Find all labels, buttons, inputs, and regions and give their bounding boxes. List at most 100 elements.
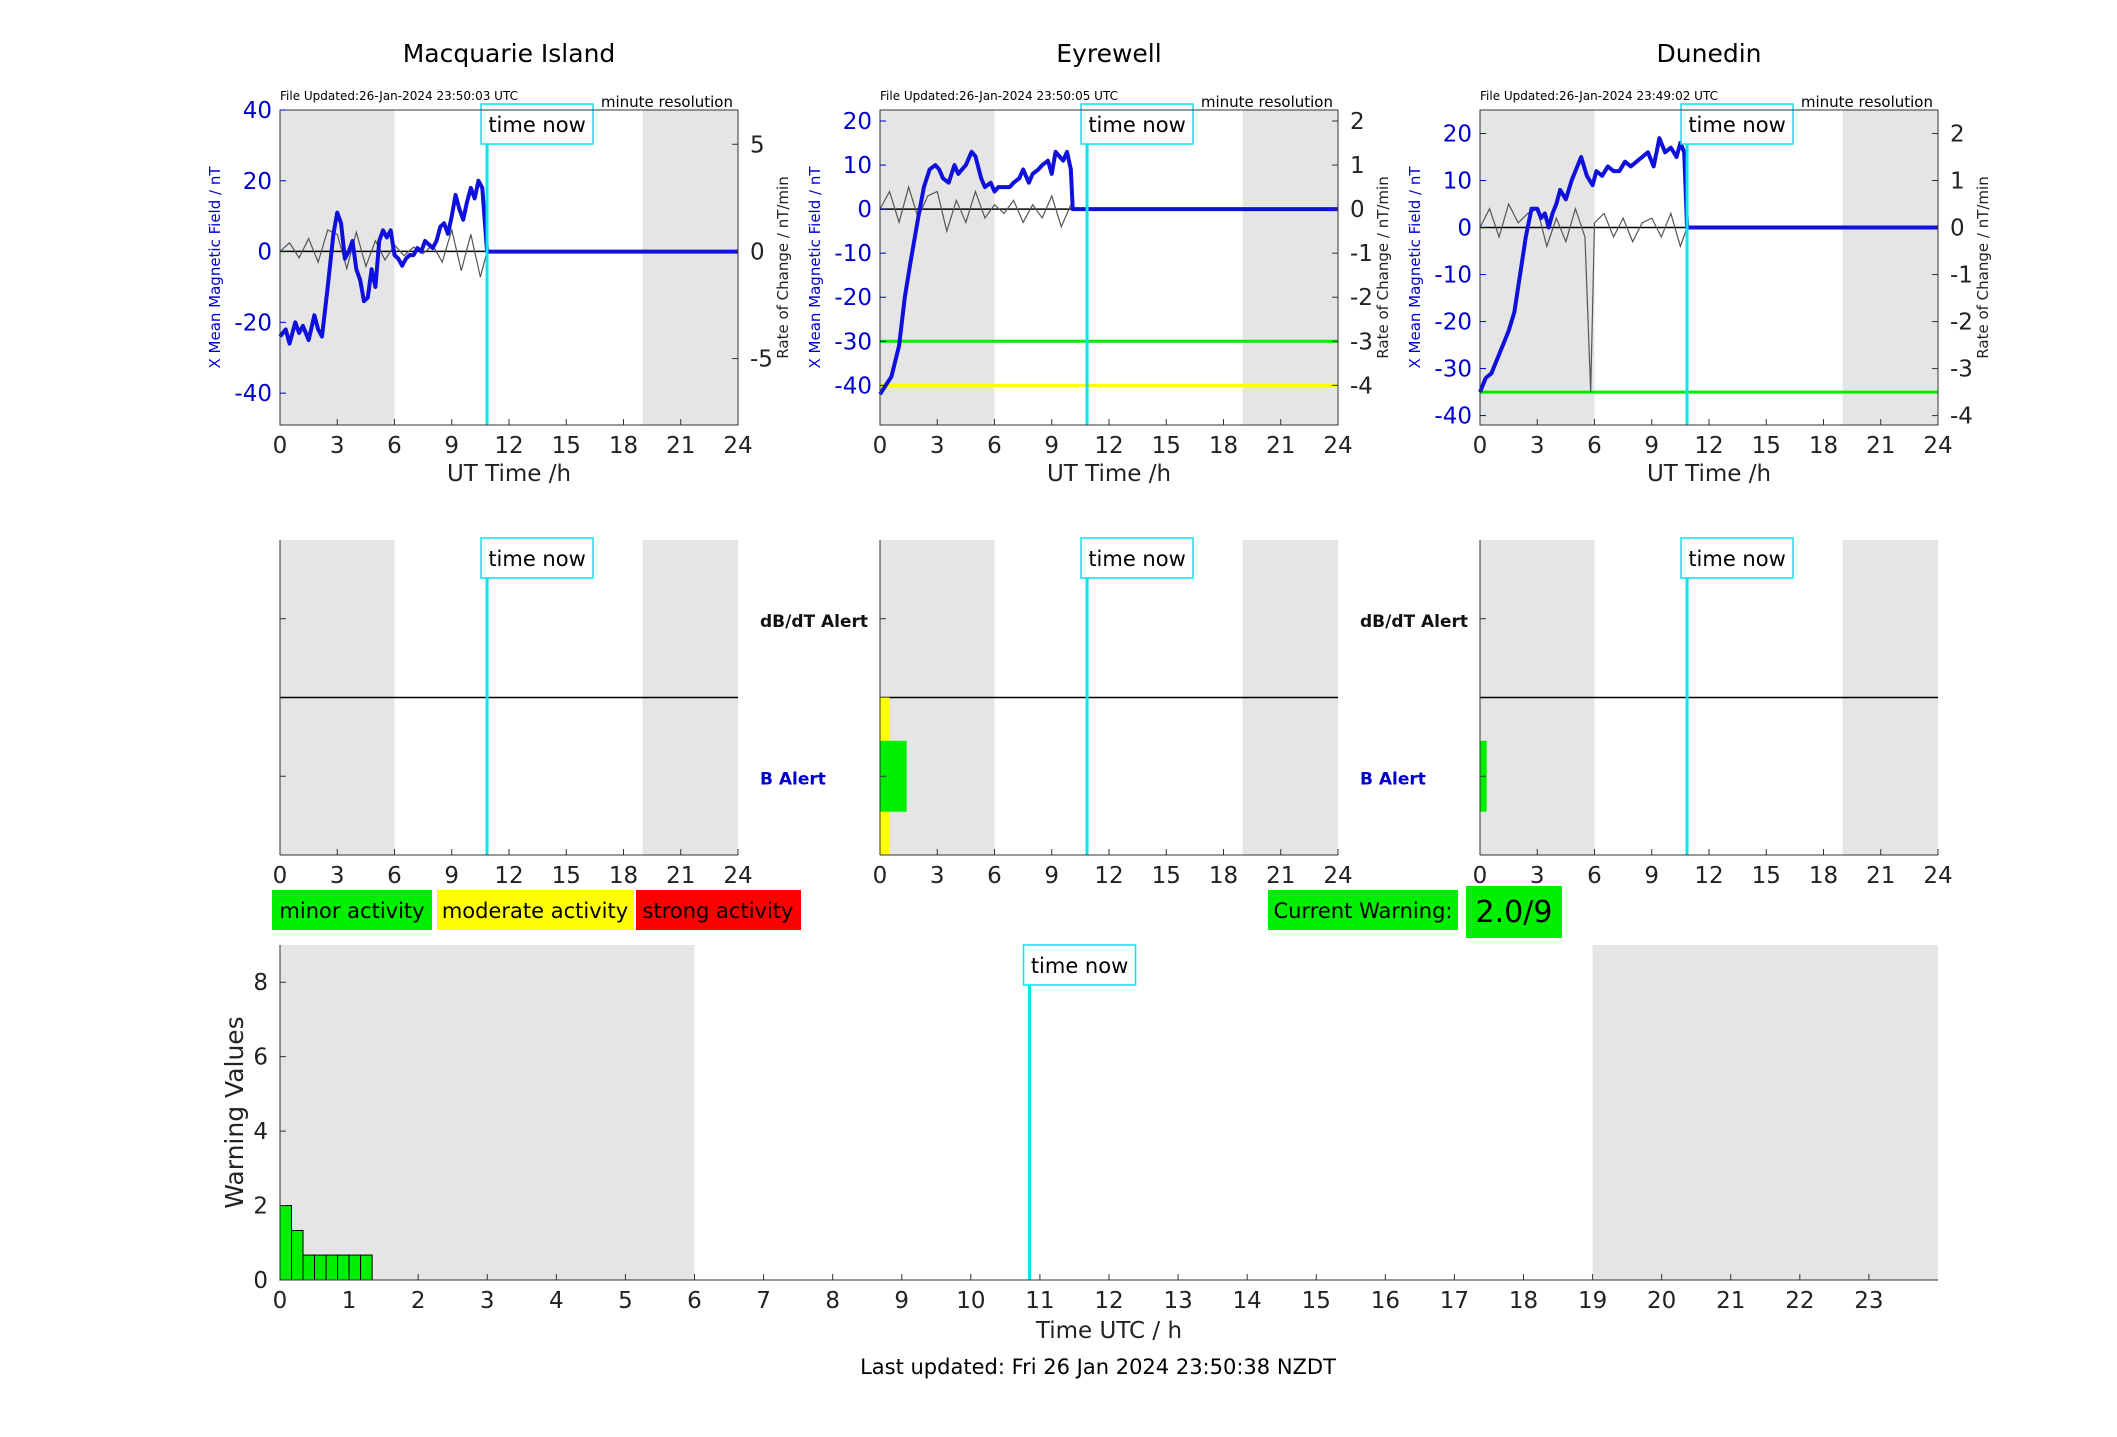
x-tick-label: 5 xyxy=(618,1288,633,1314)
x-tick-label: 17 xyxy=(1440,1288,1469,1314)
x-tick-label: 3 xyxy=(1530,433,1545,459)
time-now-box xyxy=(1080,103,1194,145)
magnetic-field-line xyxy=(878,149,1338,396)
resolution-label: minute resolution xyxy=(1801,93,1933,111)
warning-bar xyxy=(348,1254,362,1281)
x-tick-label: 9 xyxy=(1644,433,1659,459)
x-tick-label: 13 xyxy=(1163,1288,1192,1314)
y-right-tick-label: -5 xyxy=(750,347,773,373)
activity-legend: minor activity moderate activity strong … xyxy=(272,886,1562,938)
resolution-label: minute resolution xyxy=(601,93,733,111)
x-tick-label: 6 xyxy=(387,433,402,459)
b-alert-label: B Alert xyxy=(1360,769,1426,789)
time-now-label: time now xyxy=(488,547,585,571)
x-tick-label: 12 xyxy=(1694,863,1723,889)
dbdt-alert-label: dB/dT Alert xyxy=(1360,612,1468,632)
x-tick-label: 18 xyxy=(1809,863,1838,889)
y-right-tick-label: 1 xyxy=(1950,169,1965,195)
file-updated: File Updated:26-Jan-2024 23:50:05 UTC xyxy=(880,89,1118,103)
x-tick-label: 0 xyxy=(1473,433,1488,459)
x-tick-label: 6 xyxy=(1587,433,1602,459)
x-tick-label: 20 xyxy=(1647,1288,1676,1314)
x-tick-label: 22 xyxy=(1785,1288,1814,1314)
y-left-axis-label: X Mean Magnetic Field / nT xyxy=(806,166,824,369)
warning-bar xyxy=(360,1254,373,1281)
warning-bar xyxy=(314,1254,327,1281)
y-left-tick-label: 10 xyxy=(1443,169,1472,195)
x-tick-label: 15 xyxy=(1302,1288,1331,1314)
x-tick-label: 21 xyxy=(1866,433,1895,459)
x-tick-label: 24 xyxy=(723,863,752,889)
file-updated: File Updated:26-Jan-2024 23:50:03 UTC xyxy=(280,89,518,103)
x-tick-label: 9 xyxy=(444,863,459,889)
rate-of-change-line xyxy=(1479,202,1938,393)
dbdt-alert-label: dB/dT Alert xyxy=(760,612,868,632)
x-tick-label: 15 xyxy=(1752,863,1781,889)
x-tick-label: 9 xyxy=(1044,863,1059,889)
x-tick-label: 9 xyxy=(1644,863,1659,889)
night-shade xyxy=(1592,945,1938,1280)
strong-activity-label: strong activity xyxy=(643,899,794,923)
x-tick-label: 24 xyxy=(1923,433,1952,459)
y-tick-label: 2 xyxy=(253,1194,268,1220)
x-tick-label: 18 xyxy=(1209,433,1238,459)
moderate-activity-swatch xyxy=(437,890,634,930)
y-right-tick-label: -3 xyxy=(1950,357,1973,383)
x-axis-label: Time UTC / h xyxy=(1035,1318,1182,1344)
time-now-label: time now xyxy=(1688,547,1785,571)
rate-of-change-line xyxy=(279,227,738,278)
x-tick-label: 14 xyxy=(1233,1288,1262,1314)
rate-of-change-line xyxy=(879,184,1338,234)
x-tick-label: 15 xyxy=(1152,433,1181,459)
x-tick-label: 0 xyxy=(873,863,888,889)
y-right-tick-label: 5 xyxy=(750,132,765,158)
y-left-tick-label: -40 xyxy=(834,373,872,399)
y-left-tick-label: 20 xyxy=(243,169,272,195)
y-right-tick-label: 1 xyxy=(1350,153,1365,179)
y-left-tick-label: 0 xyxy=(257,240,272,266)
y-left-tick-label: -10 xyxy=(1434,263,1472,289)
x-tick-label: 18 xyxy=(1209,863,1238,889)
x-tick-label: 12 xyxy=(1094,433,1123,459)
x-axis-label: UT Time /h xyxy=(1047,461,1171,487)
station-title: Macquarie Island xyxy=(403,39,616,68)
x-tick-label: 0 xyxy=(273,863,288,889)
warning-bar xyxy=(337,1254,350,1281)
y-left-tick-label: -30 xyxy=(834,329,872,355)
x-tick-label: 15 xyxy=(1752,433,1781,459)
x-tick-label: 12 xyxy=(1094,1288,1123,1314)
night-shade xyxy=(642,110,738,425)
x-tick-label: 24 xyxy=(723,433,752,459)
night-shade xyxy=(280,945,695,1280)
y-left-tick-label: 20 xyxy=(843,109,872,135)
y-right-tick-label: -1 xyxy=(1350,241,1373,267)
x-tick-label: 0 xyxy=(273,433,288,459)
y-right-tick-label: -2 xyxy=(1350,285,1373,311)
y-left-tick-label: -20 xyxy=(834,285,872,311)
x-tick-label: 0 xyxy=(873,433,888,459)
x-tick-label: 6 xyxy=(987,863,1002,889)
x-tick-label: 24 xyxy=(1323,863,1352,889)
x-tick-label: 21 xyxy=(1266,433,1295,459)
time-now-label: time now xyxy=(1031,954,1128,978)
warning-bar xyxy=(291,1229,304,1281)
time-now-box xyxy=(480,103,594,145)
y-tick-label: 4 xyxy=(253,1119,268,1145)
time-now-box xyxy=(480,537,594,579)
x-tick-label: 3 xyxy=(330,433,345,459)
x-tick-label: 21 xyxy=(666,863,695,889)
x-tick-label: 3 xyxy=(930,433,945,459)
y-left-tick-label: 40 xyxy=(243,98,272,124)
x-tick-label: 16 xyxy=(1371,1288,1400,1314)
station-title: Eyrewell xyxy=(1056,39,1161,68)
x-tick-label: 18 xyxy=(1809,433,1838,459)
x-tick-label: 21 xyxy=(1716,1288,1745,1314)
x-tick-label: 21 xyxy=(1266,863,1295,889)
x-tick-label: 23 xyxy=(1854,1288,1883,1314)
x-tick-label: 6 xyxy=(1587,863,1602,889)
x-axis-label: UT Time /h xyxy=(447,461,571,487)
